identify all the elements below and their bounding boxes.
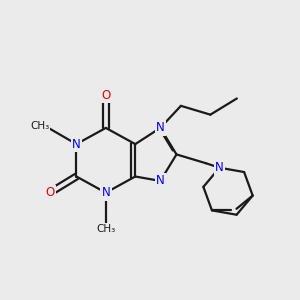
Text: N: N <box>156 122 165 134</box>
Text: N: N <box>101 186 110 199</box>
Text: N: N <box>72 138 81 151</box>
Text: CH₃: CH₃ <box>96 224 116 235</box>
Text: O: O <box>45 186 55 199</box>
Text: N: N <box>215 161 224 174</box>
Text: O: O <box>101 89 110 102</box>
Text: CH₃: CH₃ <box>30 122 49 131</box>
Text: N: N <box>156 174 165 188</box>
